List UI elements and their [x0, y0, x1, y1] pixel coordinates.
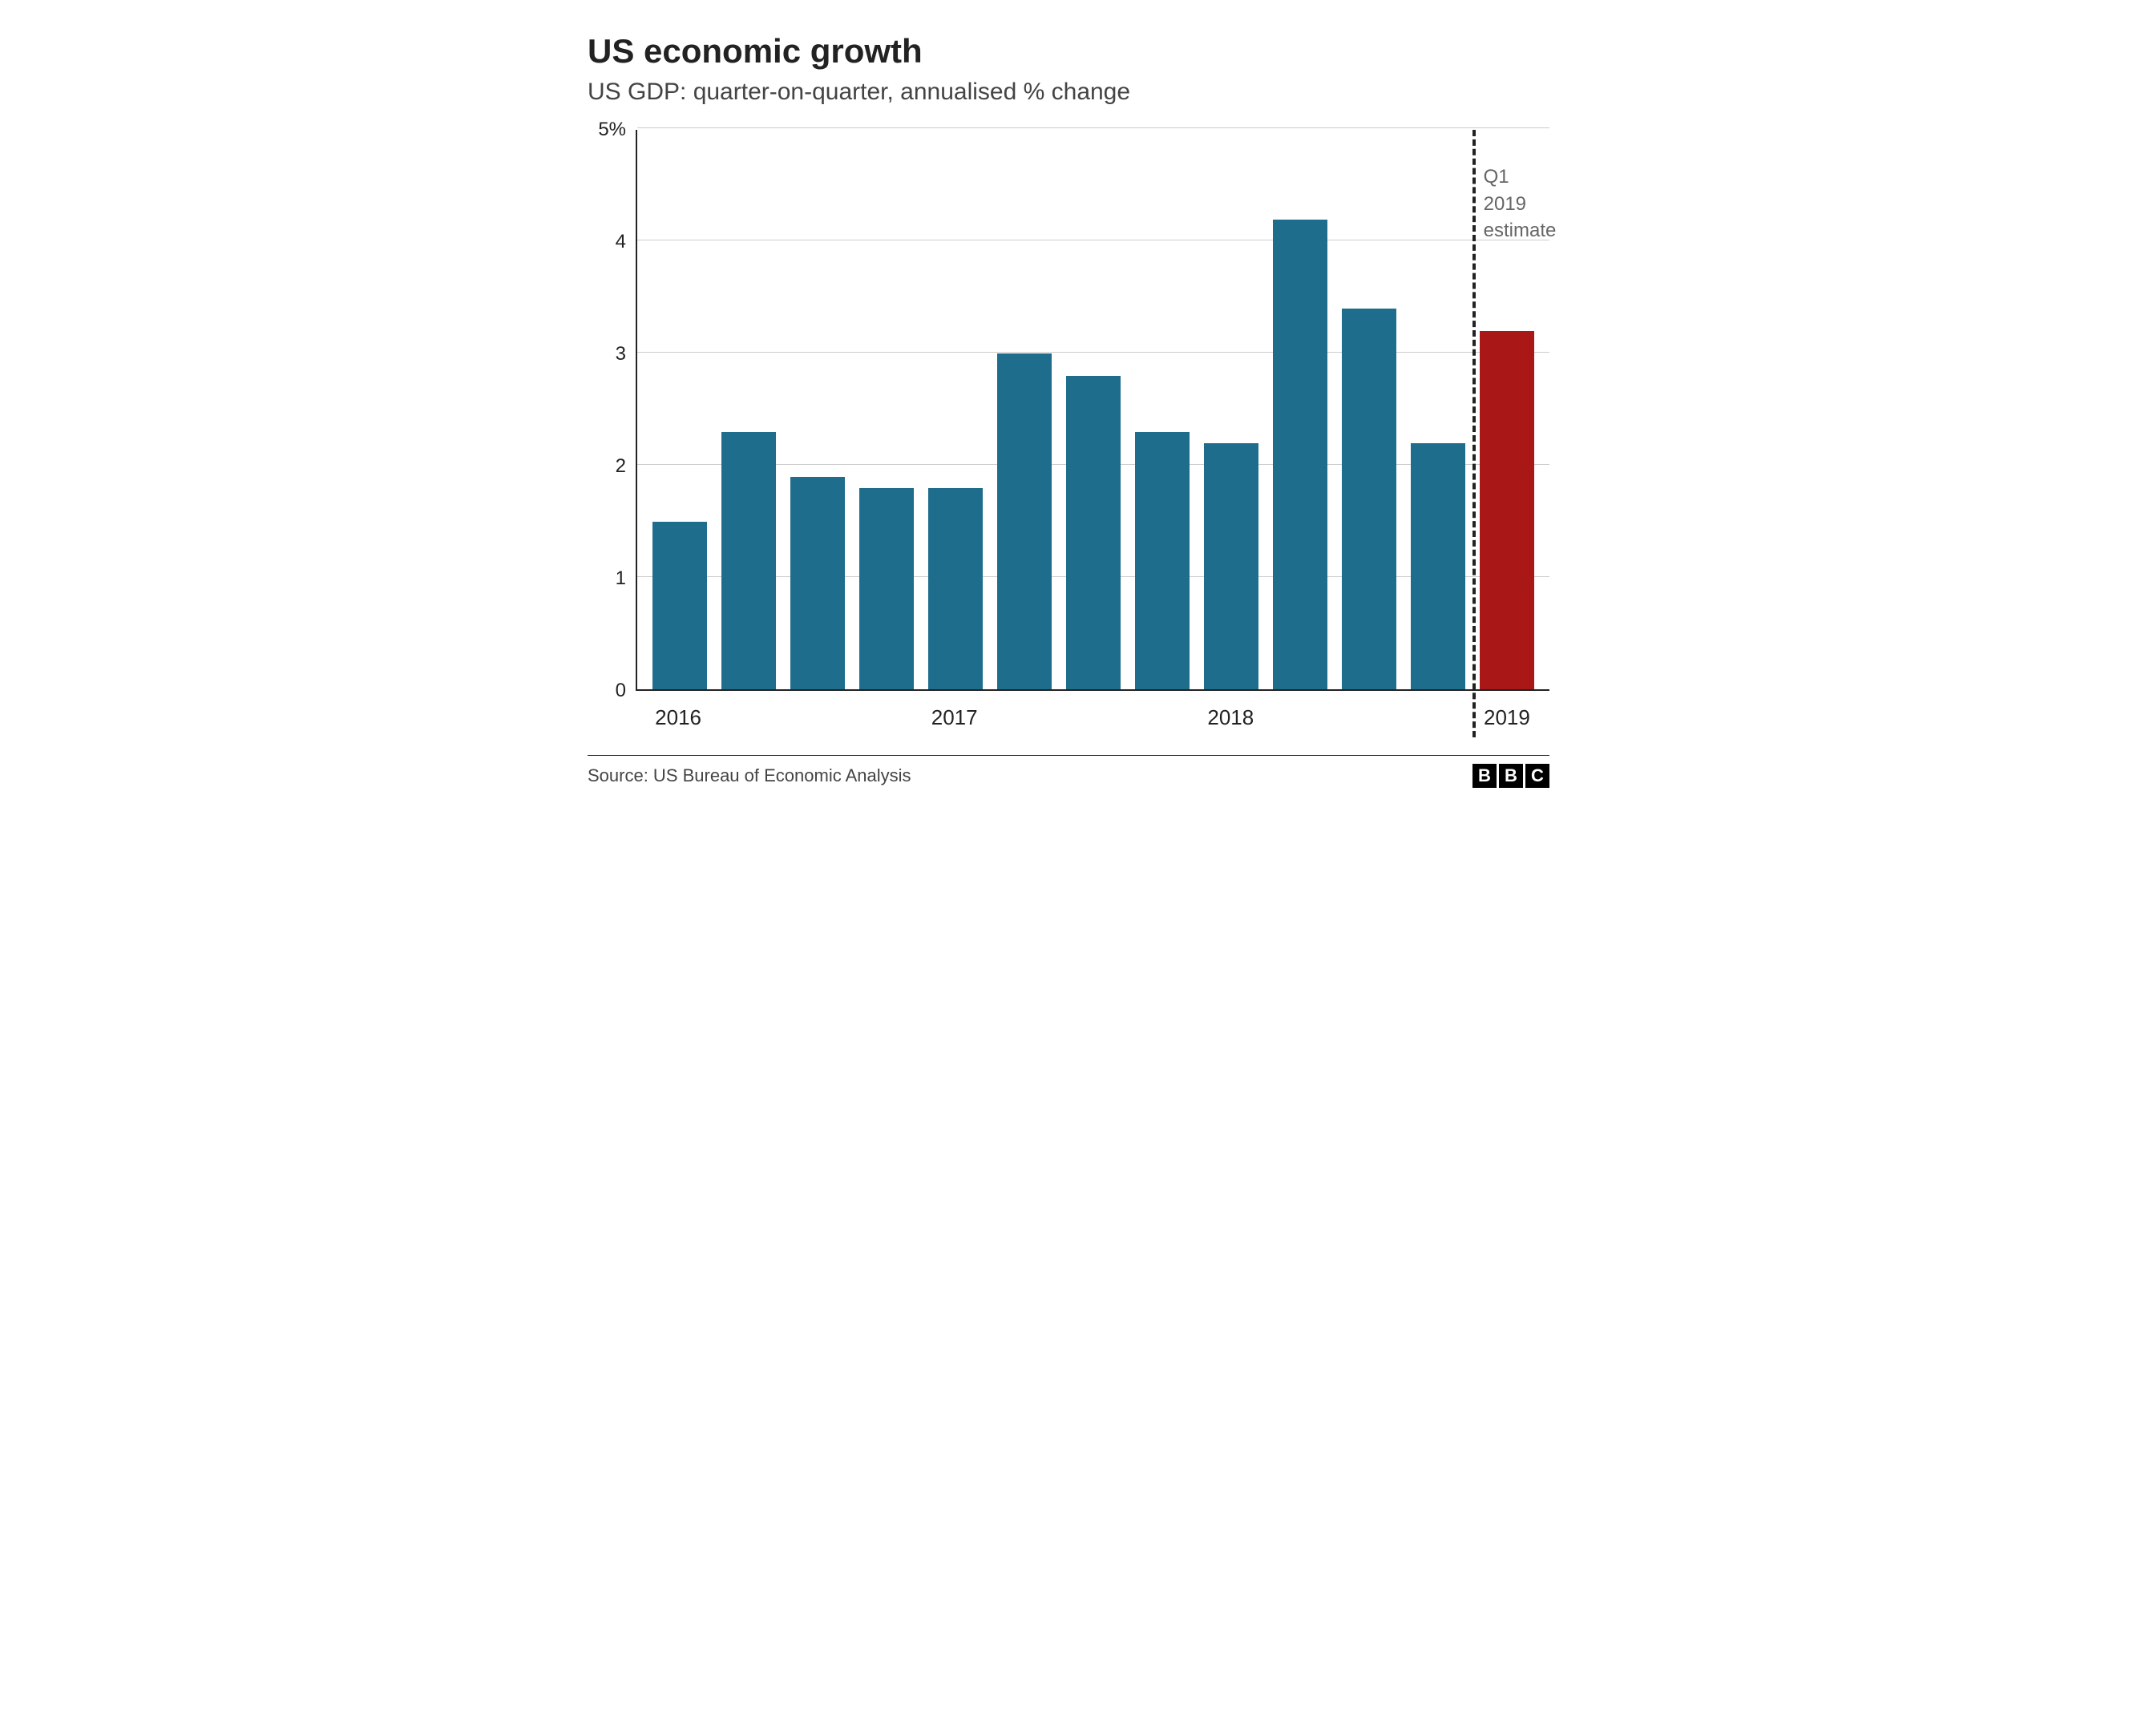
bar-slot: [783, 130, 852, 689]
bar: [1411, 443, 1464, 689]
bar: [1273, 220, 1327, 689]
bar: [1135, 432, 1189, 689]
chart-footer: Source: US Bureau of Economic Analysis B…: [588, 755, 1549, 788]
bar: [1066, 376, 1120, 689]
source-text: Source: US Bureau of Economic Analysis: [588, 765, 911, 786]
gridline: [637, 127, 1549, 128]
bar: [790, 477, 844, 689]
bar-slot: [645, 130, 714, 689]
bar: [859, 488, 913, 689]
bar: [1342, 309, 1396, 689]
y-tick-label: 1: [616, 567, 626, 590]
bar: [928, 488, 982, 689]
x-tick-label: 2019: [1484, 705, 1530, 730]
y-tick-label: 0: [616, 680, 626, 702]
bar-slot: [1197, 130, 1266, 689]
annotation-line-1: Q1 2019: [1484, 166, 1526, 215]
x-axis: 2016 2017 2018 2019: [636, 691, 1549, 739]
chart-container: US economic growth US GDP: quarter-on-qu…: [588, 32, 1549, 788]
annotation-line-2: estimate: [1484, 220, 1557, 241]
bar: [1204, 443, 1258, 689]
bbc-logo: BBC: [1472, 764, 1549, 788]
bar-slot: [1128, 130, 1197, 689]
bar: [1480, 331, 1533, 689]
y-tick-label: 5%: [598, 119, 626, 141]
x-tick-label: 2017: [931, 705, 978, 730]
plot-area: Q1 2019 estimate: [636, 130, 1549, 691]
bar: [997, 353, 1051, 689]
bar-slot: [1404, 130, 1472, 689]
y-tick-label: 4: [616, 231, 626, 253]
x-tick-label: 2016: [655, 705, 701, 730]
bar: [721, 432, 775, 689]
estimate-divider: [1472, 130, 1476, 737]
chart-subtitle: US GDP: quarter-on-quarter, annualised %…: [588, 79, 1549, 106]
logo-letter: B: [1472, 764, 1497, 788]
y-tick-label: 3: [616, 343, 626, 365]
plot-wrapper: 012345% Q1 2019 estimate: [588, 130, 1549, 691]
y-tick-label: 2: [616, 455, 626, 478]
bars-group: [637, 130, 1549, 689]
bar-slot: [714, 130, 783, 689]
x-tick-label: 2018: [1207, 705, 1254, 730]
bar-slot: [1266, 130, 1335, 689]
bar: [652, 522, 706, 689]
bar-slot: [990, 130, 1059, 689]
bar-slot: [921, 130, 990, 689]
estimate-annotation: Q1 2019 estimate: [1484, 164, 1557, 244]
logo-letter: B: [1499, 764, 1523, 788]
bar-slot: [1335, 130, 1404, 689]
logo-letter: C: [1525, 764, 1549, 788]
chart-title: US economic growth: [588, 32, 1549, 71]
bar-slot: [852, 130, 921, 689]
y-axis: 012345%: [588, 130, 636, 691]
bar-slot: [1059, 130, 1128, 689]
